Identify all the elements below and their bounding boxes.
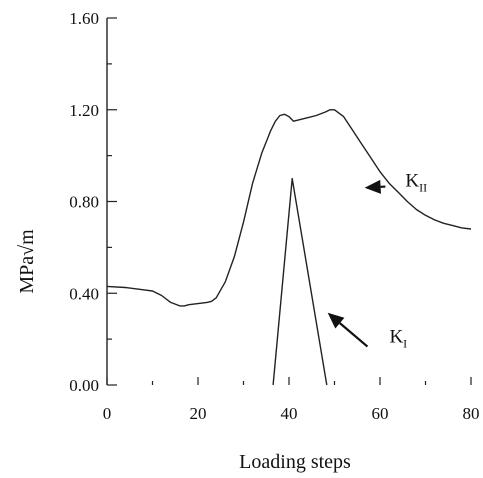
y-tick-label: 1.20	[69, 101, 99, 120]
ticks: 0.00 0.40 0.80 1.20 1.60 0 20 40 60 80	[69, 9, 479, 423]
y-tick-label: 0.40	[69, 284, 99, 303]
x-tick-label: 0	[103, 404, 112, 423]
x-tick-label: 40	[281, 404, 298, 423]
series-line-k-ii	[106, 109, 472, 307]
series-layer	[106, 109, 472, 386]
annotation-subscript: I	[403, 337, 407, 351]
annotations: KII KI	[327, 171, 427, 351]
x-tick-label: 80	[463, 404, 480, 423]
x-axis-title: Loading steps	[239, 451, 351, 473]
annotation-label-k-ii: KII	[405, 171, 427, 195]
annotation-subscript: II	[419, 181, 427, 195]
annotation-arrow-head	[364, 179, 381, 194]
annotation-arrow-shaft	[339, 322, 369, 348]
x-tick-label: 20	[190, 404, 207, 423]
y-tick-label: 0.00	[69, 376, 99, 395]
y-tick-label: 0.80	[69, 193, 99, 212]
annotation-label-k-i: KI	[389, 327, 407, 351]
y-axis-title: MPa√m	[16, 229, 38, 294]
y-tick-label: 1.60	[69, 9, 99, 28]
annotation-arrow-head	[327, 312, 345, 329]
series-line-k-i	[272, 177, 328, 386]
x-tick-label: 60	[372, 404, 389, 423]
